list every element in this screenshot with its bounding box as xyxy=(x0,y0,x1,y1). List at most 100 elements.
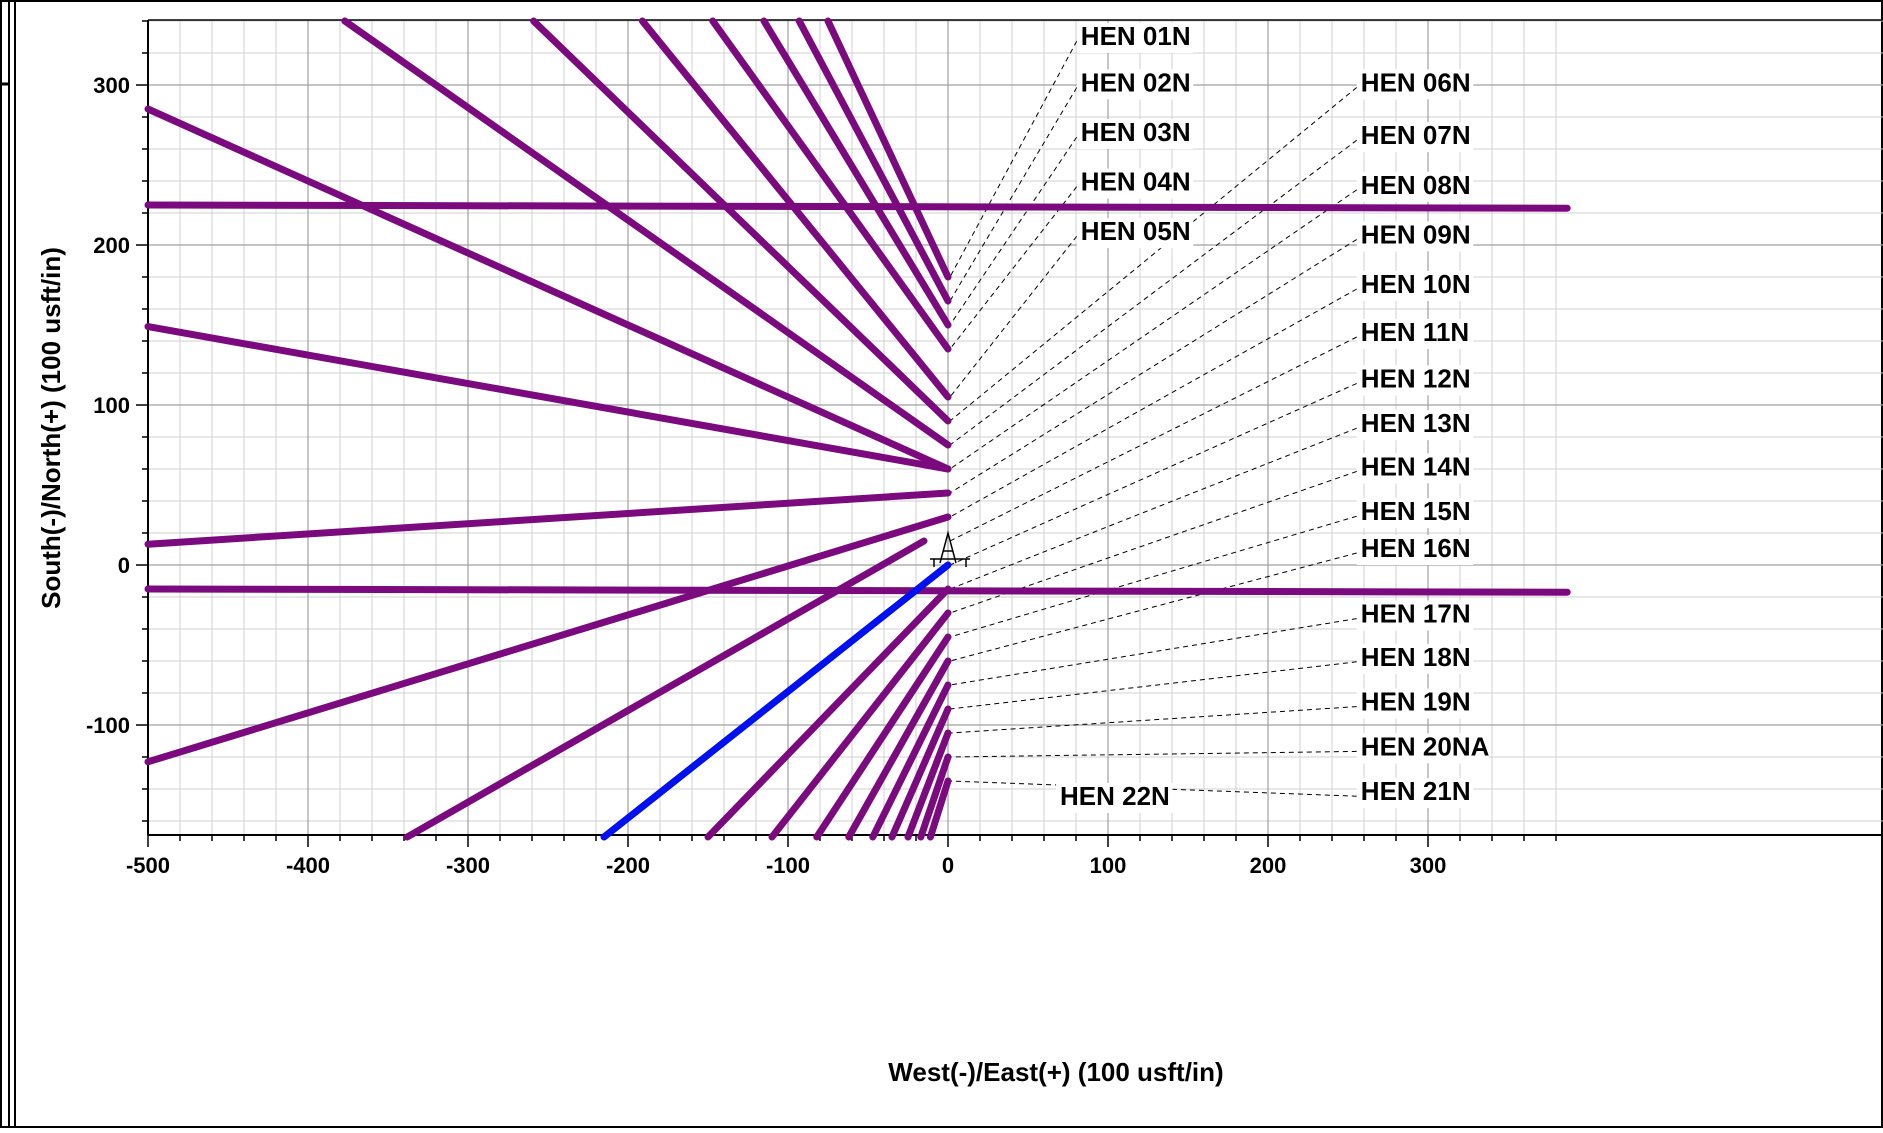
well-label-bg xyxy=(1356,498,1474,529)
well-label-bg xyxy=(1356,319,1474,349)
well-label: HEN 01N xyxy=(1081,21,1191,51)
well-path xyxy=(768,609,952,841)
well-path xyxy=(144,201,1571,212)
x-tick-label: -300 xyxy=(446,853,490,878)
well-path xyxy=(813,633,952,841)
well-label-bg xyxy=(1356,171,1474,202)
well-label: HEN 17N xyxy=(1361,599,1471,629)
x-tick-label: -100 xyxy=(766,853,810,878)
well-labels: HEN 01N HEN 02N HEN 03N HEN 04N HEN 05N HEN 0… xyxy=(1056,21,1490,813)
x-tick-label: 200 xyxy=(1250,853,1287,878)
well-label: HEN 22N xyxy=(1060,781,1170,811)
well-label-bg xyxy=(1356,535,1474,565)
derrick-icon xyxy=(930,530,970,567)
well-path xyxy=(845,657,952,841)
well-label-bg xyxy=(1056,783,1173,813)
leader-line xyxy=(949,235,1078,398)
y-tick-label: -100 xyxy=(86,713,130,738)
well-label-bg xyxy=(1356,365,1474,396)
well-label-bg xyxy=(1356,733,1489,764)
well-path xyxy=(530,17,952,425)
well-label-bg xyxy=(1356,778,1474,809)
well-label: HEN 13N xyxy=(1361,408,1471,438)
well-label-bg xyxy=(1356,122,1474,153)
leader-line xyxy=(949,336,1358,542)
well-label-bg xyxy=(1356,69,1474,100)
leader-line xyxy=(949,139,1358,446)
y-tick-label: 0 xyxy=(118,553,130,578)
well-paths xyxy=(144,17,1571,841)
well-path xyxy=(144,323,952,473)
well-label: HEN 12N xyxy=(1361,363,1471,393)
well-path xyxy=(869,681,952,841)
well-path xyxy=(341,17,952,449)
tick-labels: -500 -400 -300 -200 -100 0 100 200 300 -100 0 100 20… xyxy=(86,73,1446,878)
y-tick-label: 300 xyxy=(93,73,130,98)
well-label-bg xyxy=(1076,119,1194,149)
well-label: HEN 05N xyxy=(1081,216,1191,246)
well-label: HEN 03N xyxy=(1081,117,1191,147)
well-label: HEN 07N xyxy=(1361,120,1471,150)
derrick-frame xyxy=(939,530,957,564)
well-label: HEN 09N xyxy=(1361,219,1471,249)
leader-line xyxy=(949,427,1357,590)
well-label: HEN 19N xyxy=(1361,687,1471,717)
well-path xyxy=(795,17,952,305)
x-tick-label: -500 xyxy=(126,853,170,878)
leader-line xyxy=(949,87,1358,422)
x-tick-label: 0 xyxy=(942,853,954,878)
leader-line xyxy=(949,780,1357,797)
leader-line xyxy=(949,40,1078,278)
leader-line xyxy=(949,136,1078,326)
leader-line xyxy=(949,288,1358,518)
well-label: HEN 18N xyxy=(1361,642,1471,672)
x-tick-label: -400 xyxy=(286,853,330,878)
well-label-bg xyxy=(1076,218,1194,249)
well-label-bg xyxy=(1076,69,1194,100)
well-label-bg xyxy=(1356,453,1474,484)
y-tick-label: 100 xyxy=(93,393,130,418)
well-path xyxy=(704,585,952,841)
well-path xyxy=(144,489,952,548)
well-path xyxy=(824,17,952,281)
y-axis-title: South(-)/North(+) (100 usft/in) xyxy=(36,247,66,609)
well-label-bg xyxy=(1356,271,1474,301)
well-label: HEN 11N xyxy=(1361,317,1469,347)
well-label: HEN 21N xyxy=(1361,776,1471,806)
x-tick-label: 300 xyxy=(1410,853,1447,878)
well-path xyxy=(144,513,952,766)
minor-gridlines xyxy=(148,20,1883,835)
leader-line xyxy=(949,618,1357,686)
leader-line xyxy=(949,706,1357,734)
leader-line xyxy=(949,189,1358,470)
leader-line xyxy=(949,382,1358,566)
well-label: HEN 16N xyxy=(1361,533,1471,563)
well-path xyxy=(904,729,952,841)
well-path xyxy=(926,777,952,841)
well-path xyxy=(709,17,952,353)
x-tick-label: 100 xyxy=(1090,853,1127,878)
axes-frame xyxy=(136,19,1883,847)
well-label: HEN 02N xyxy=(1081,67,1191,97)
leader-line xyxy=(949,238,1358,494)
well-label: HEN 20NA xyxy=(1361,731,1490,761)
well-label-bg xyxy=(1356,600,1474,631)
well-path xyxy=(144,105,952,473)
well-path xyxy=(917,753,952,841)
well-label: HEN 14N xyxy=(1361,451,1471,481)
well-label-bg xyxy=(1356,410,1474,441)
y-tick-label: 200 xyxy=(93,233,130,258)
well-label: HEN 10N xyxy=(1361,269,1471,299)
leader-line xyxy=(949,552,1357,662)
well-label-bg xyxy=(1356,688,1474,719)
well-label-bg xyxy=(1356,643,1474,674)
leader-line xyxy=(949,186,1078,350)
well-path xyxy=(144,585,1571,596)
leader-line xyxy=(949,661,1357,710)
well-label-bg xyxy=(1356,221,1474,252)
well-label-bg xyxy=(1076,168,1194,199)
well-path xyxy=(888,705,952,841)
